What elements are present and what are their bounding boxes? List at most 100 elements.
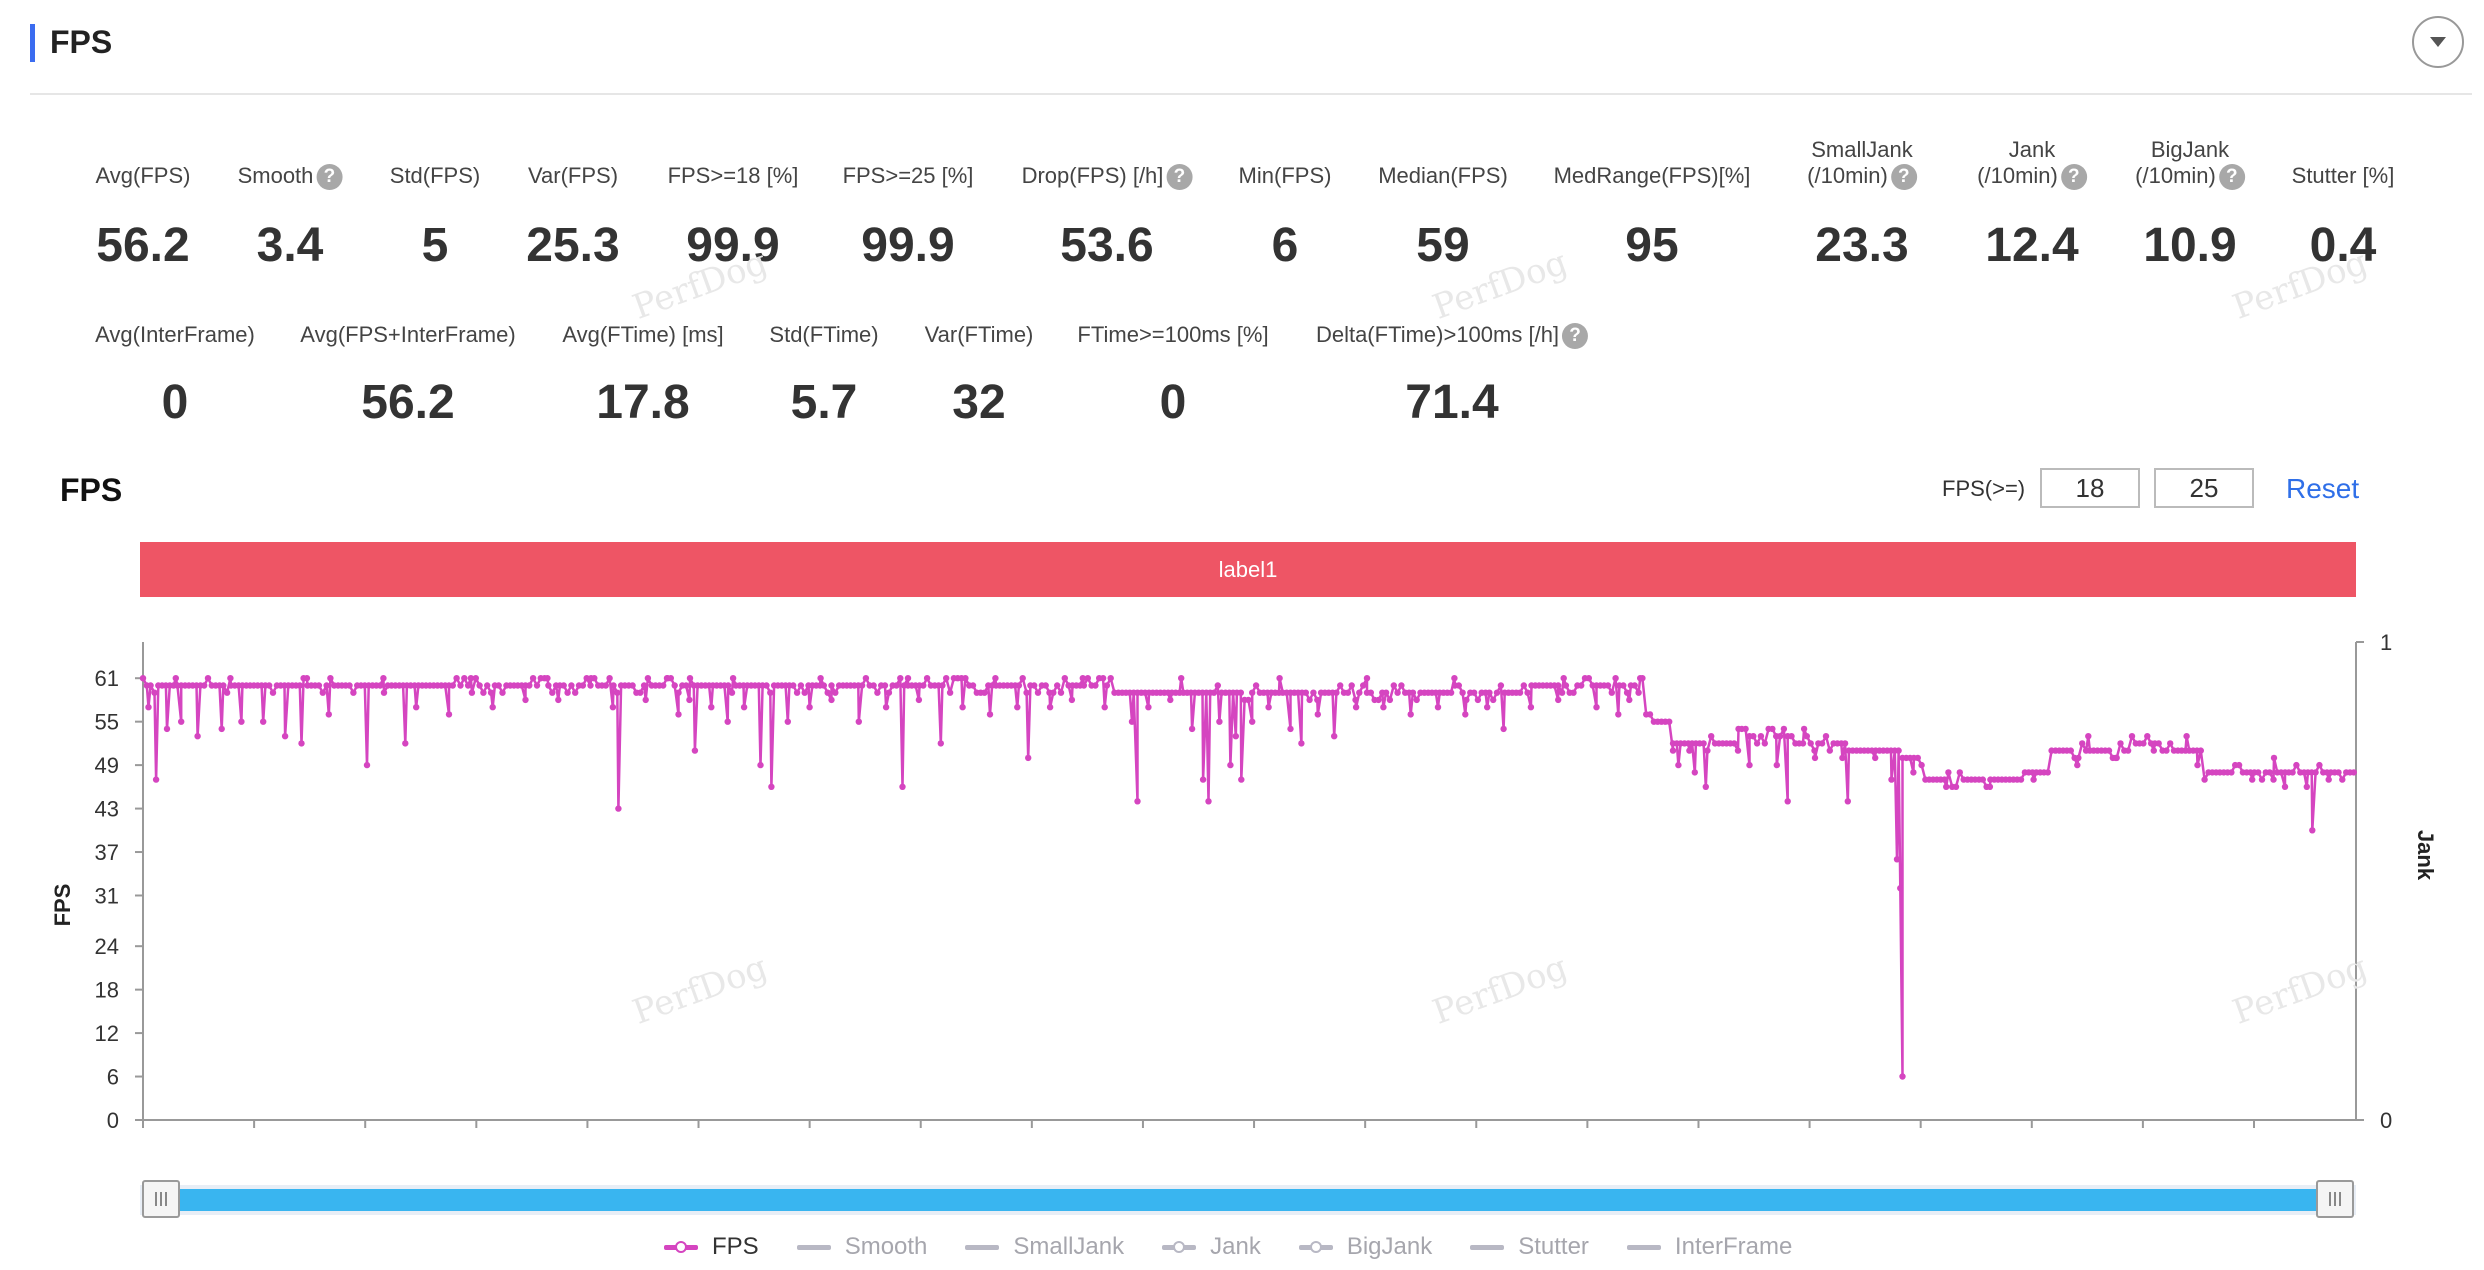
fps-data-point — [522, 696, 529, 704]
fps-data-point — [587, 682, 594, 689]
fps-data-point — [992, 675, 999, 682]
fps-data-point — [464, 682, 472, 689]
legend-item-smooth[interactable]: Smooth — [796, 1233, 928, 1261]
fps-data-point — [526, 682, 533, 689]
fps-data-point — [1527, 704, 1535, 711]
fps-data-point — [1839, 754, 1846, 762]
fps-data-point — [881, 682, 889, 689]
fps-data-point — [870, 682, 877, 689]
label-band[interactable]: label1 — [140, 542, 2356, 597]
help-icon[interactable]: ? — [316, 164, 343, 191]
metric-value-fps-25: 99.9 — [861, 219, 955, 272]
fps-data-point — [1788, 733, 1795, 740]
fps-data-point — [1107, 675, 1114, 682]
fps-data-point — [1734, 747, 1742, 754]
fps-data-point — [1276, 675, 1283, 682]
metric-value-avg-fps-interframe: 56.2 — [361, 376, 455, 429]
fps-data-point — [606, 675, 613, 682]
fps-data-point — [1205, 798, 1212, 805]
fps-data-point — [1631, 682, 1638, 689]
legend-item-smalljank[interactable]: SmallJank — [965, 1233, 1124, 1261]
fps-data-point — [1945, 769, 1952, 776]
fps-data-point — [2144, 733, 2151, 740]
collapse-button[interactable] — [2412, 16, 2464, 68]
fps-data-point — [467, 675, 475, 682]
fps-data-point — [2167, 740, 2174, 747]
legend-label: SmallJank — [1013, 1233, 1125, 1260]
fps-data-point — [1356, 689, 1363, 696]
metric-label-std-ftime: Std(FTime) — [769, 322, 879, 347]
fps-data-point — [820, 682, 827, 689]
fps-data-point — [1314, 696, 1321, 704]
metric-label-std-fps: Std(FPS) — [389, 163, 481, 188]
fps-data-point — [564, 689, 571, 696]
fps-data-point — [1872, 754, 1879, 762]
help-icon[interactable]: ? — [2218, 164, 2245, 191]
range-slider-right-handle[interactable] — [2316, 1180, 2354, 1218]
fps-data-point — [2270, 776, 2277, 783]
fps-data-point — [1079, 675, 1087, 682]
y-tick-label: 55 — [95, 710, 119, 735]
fps-data-point — [2303, 783, 2310, 790]
help-icon[interactable]: ? — [1562, 323, 1589, 350]
legend-label: Stutter — [1518, 1233, 1589, 1260]
fps-data-point — [1352, 696, 1359, 704]
fps-data-point — [1298, 740, 1305, 747]
fps-data-point — [1807, 740, 1814, 747]
fps-data-point — [1486, 689, 1493, 696]
fps-threshold-2-input[interactable] — [2154, 468, 2254, 508]
chevron-down-icon — [2430, 37, 2446, 47]
metric-label-smooth: Smooth? — [238, 163, 343, 191]
y2-axis-title: Jank — [2413, 830, 2438, 881]
fps-data-point — [682, 682, 690, 689]
label-band-text: label1 — [1218, 556, 1278, 582]
legend-item-fps[interactable]: FPS — [664, 1233, 759, 1261]
fps-data-point — [969, 682, 977, 689]
range-slider-fill[interactable] — [180, 1189, 2330, 1211]
fps-data-point — [298, 740, 305, 747]
reset-link[interactable]: Reset — [2286, 473, 2360, 504]
legend-item-stutter[interactable]: Stutter — [1470, 1233, 1589, 1261]
legend-item-interframe[interactable]: InterFrame — [1626, 1233, 1793, 1261]
fps-data-point — [1310, 689, 1317, 696]
fps-data-point — [1451, 675, 1458, 682]
fps-data-point — [346, 682, 353, 689]
fps-data-point — [1914, 754, 1922, 762]
fps-data-point — [453, 675, 460, 682]
fps-data-point — [1700, 740, 1707, 747]
fps-threshold-1-input[interactable] — [2040, 468, 2140, 508]
fps-data-point — [1099, 675, 1107, 682]
legend-label: InterFrame — [1674, 1233, 1793, 1260]
legend-item-jank[interactable]: Jank — [1162, 1233, 1261, 1261]
legend-label: Smooth — [844, 1233, 928, 1260]
help-icon[interactable]: ? — [1166, 164, 1193, 191]
fps-data-point — [986, 711, 994, 718]
legend-marker-icon — [796, 1242, 831, 1252]
fps-data-point — [220, 682, 227, 689]
y-tick-label: 6 — [107, 1065, 119, 1090]
fps-data-point — [2335, 769, 2342, 776]
fps-data-point — [413, 704, 420, 711]
fps-data-point — [1943, 783, 1950, 790]
help-icon[interactable]: ? — [2060, 164, 2087, 191]
fps-data-point — [946, 689, 954, 696]
fps-data-point — [544, 675, 551, 682]
fps-data-point — [1952, 783, 1960, 790]
fps-chart[interactable]: 061218243137434955610100:0001:0102:0203:… — [0, 620, 2484, 1140]
fps-data-point — [1245, 696, 1252, 704]
fps-data-point — [1555, 696, 1562, 704]
fps-data-point — [1918, 761, 1925, 769]
help-icon[interactable]: ? — [1890, 164, 1917, 191]
fps-data-point — [1046, 704, 1054, 711]
range-slider-left-handle[interactable] — [142, 1180, 180, 1218]
legend-item-bigjank[interactable]: BigJank — [1298, 1233, 1432, 1261]
fps-data-point — [2079, 740, 2086, 747]
fps-data-point — [1746, 761, 1753, 769]
fps-data-point — [1463, 696, 1470, 704]
fps-data-point — [981, 689, 988, 696]
fps-data-point — [579, 682, 587, 689]
fps-data-point — [1386, 696, 1394, 704]
legend-marker-icon — [1298, 1241, 1333, 1253]
fps-data-point — [1101, 704, 1108, 711]
metric-label-var-ftime: Var(FTime) — [924, 322, 1034, 347]
